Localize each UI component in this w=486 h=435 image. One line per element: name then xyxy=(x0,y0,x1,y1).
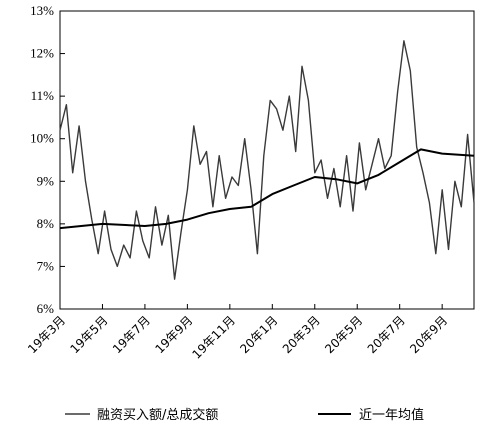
x-tick-label: 20年9月 xyxy=(407,313,450,356)
y-axis: 6% 7% 8% 9% 10% 11% 12% 13% xyxy=(30,3,65,316)
series-line-0 xyxy=(59,40,475,280)
x-tick-label: 19年11月 xyxy=(189,313,237,361)
y-tick-label: 8% xyxy=(37,216,55,231)
series-layer xyxy=(59,40,475,280)
y-tick-label: 11% xyxy=(31,88,55,103)
series-line-1 xyxy=(59,148,475,230)
y-tick-label: 7% xyxy=(37,258,55,273)
x-tick-label: 19年5月 xyxy=(68,313,111,356)
plot-frame xyxy=(59,10,475,310)
x-tick-label: 20年7月 xyxy=(365,313,408,356)
legend: 融资买入额/总成交额 近一年均值 xyxy=(65,407,424,423)
y-tick-label: 10% xyxy=(30,131,54,146)
legend-label-0: 融资买入额/总成交额 xyxy=(97,407,218,423)
x-tick-label: 19年9月 xyxy=(152,313,195,356)
y-tick-label: 13% xyxy=(30,3,54,18)
x-tick-label: 20年5月 xyxy=(322,313,365,356)
x-tick-label: 20年3月 xyxy=(280,313,323,356)
y-tick-label: 12% xyxy=(30,46,54,61)
x-tick-label: 19年3月 xyxy=(25,313,68,356)
x-tick-label: 20年1月 xyxy=(237,313,280,356)
y-tick-label: 6% xyxy=(37,301,55,316)
x-tick-label: 19年7月 xyxy=(110,313,153,356)
legend-label-1: 近一年均值 xyxy=(359,407,424,423)
y-tick-label: 9% xyxy=(37,173,55,188)
